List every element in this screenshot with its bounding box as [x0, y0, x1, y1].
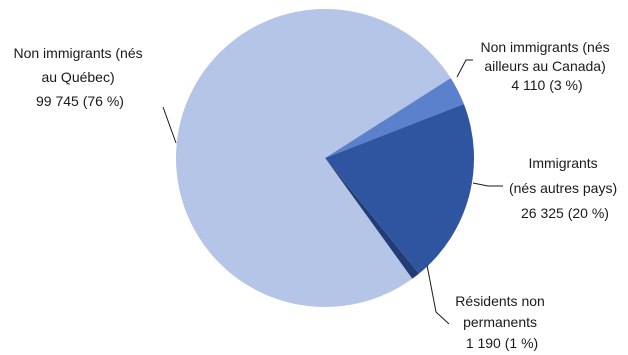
pie-slices	[176, 8, 475, 307]
leader-lines	[162, 59, 503, 325]
pie-slice-1	[325, 104, 475, 274]
pie-slice-0	[325, 77, 464, 158]
slice-label-1: Immigrants (nés autres pays) 26 325 (20 …	[509, 155, 621, 221]
leader-line-slice-0	[456, 59, 473, 78]
slice-label-3: Non immigrants (nés au Québec) 99 745 (7…	[13, 45, 146, 109]
leader-line-slice-3	[162, 106, 177, 144]
slice-label-0: Non immigrants (nés ailleurs au Canada) …	[480, 39, 613, 93]
leader-line-slice-1	[472, 182, 503, 187]
leader-line-slice-2	[426, 264, 450, 325]
pie-slice-3	[176, 8, 451, 307]
pie-slice-2	[325, 158, 419, 279]
slice-label-2: Résidents non permanents 1 190 (1 %)	[455, 293, 548, 351]
